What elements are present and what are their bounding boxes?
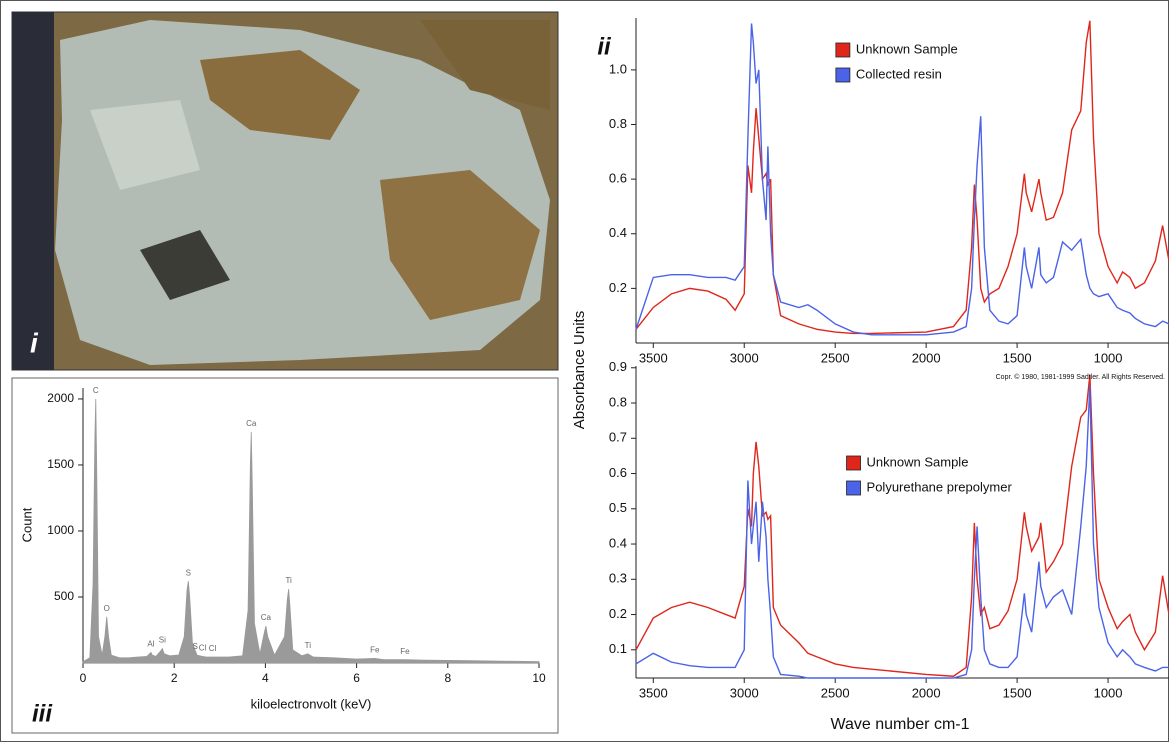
y-tick-label: 1.0 bbox=[609, 61, 627, 76]
y-tick-label: 0.4 bbox=[609, 535, 627, 550]
x-tick-label: 0 bbox=[80, 671, 87, 685]
peak-label: Cl bbox=[209, 644, 217, 653]
x-tick-label: 6 bbox=[353, 671, 360, 685]
x-tick-label: 2000 bbox=[912, 350, 941, 365]
copyright-note: Copr. © 1980, 1981-1999 Sadtler. All Rig… bbox=[996, 373, 1165, 381]
peak-label: O bbox=[104, 604, 110, 613]
y-tick-label: 0.4 bbox=[609, 225, 627, 240]
x-tick-label: 3000 bbox=[730, 350, 759, 365]
photo: i bbox=[12, 12, 558, 370]
legend-label: Polyurethane prepolymer bbox=[867, 479, 1013, 494]
legend-label: Unknown Sample bbox=[867, 454, 969, 469]
peak-label: Ti bbox=[285, 576, 292, 585]
y-axis-label: Count bbox=[19, 507, 34, 542]
y-tick-label: 0.6 bbox=[609, 465, 627, 480]
x-tick-label: 2000 bbox=[912, 685, 941, 700]
y-tick-label: 500 bbox=[54, 589, 74, 603]
panel-label: iii bbox=[32, 700, 53, 727]
peak-label: Ca bbox=[246, 419, 257, 428]
photo-edge bbox=[12, 12, 54, 370]
legend-swatch bbox=[836, 68, 850, 82]
figure: i 5001000150020000246810COAlSiSSClClCaCa… bbox=[0, 0, 1169, 742]
x-tick-label: 2 bbox=[171, 671, 178, 685]
panel-label: ii bbox=[597, 33, 612, 60]
peak-label: Fe bbox=[400, 647, 410, 656]
x-tick-label: 3500 bbox=[639, 685, 668, 700]
x-tick-label: 2500 bbox=[821, 350, 850, 365]
x-tick-label: 1000 bbox=[1094, 685, 1123, 700]
y-tick-label: 0.3 bbox=[609, 571, 627, 586]
legend-swatch bbox=[836, 43, 850, 57]
x-axis-label: Wave number cm-1 bbox=[831, 716, 970, 733]
y-tick-label: 0.7 bbox=[609, 430, 627, 445]
y-tick-label: 0.2 bbox=[609, 280, 627, 295]
y-tick-label: 0.2 bbox=[609, 606, 627, 621]
legend-swatch bbox=[847, 481, 861, 495]
x-tick-label: 10 bbox=[532, 671, 546, 685]
y-tick-label: 2000 bbox=[47, 391, 74, 405]
y-tick-label: 0.6 bbox=[609, 171, 627, 186]
y-tick-label: 1500 bbox=[47, 457, 74, 471]
x-tick-label: 3500 bbox=[639, 350, 668, 365]
x-tick-label: 1000 bbox=[1094, 350, 1123, 365]
peak-label: Fe bbox=[370, 645, 380, 654]
y-tick-label: 1000 bbox=[47, 523, 74, 537]
x-tick-label: 1500 bbox=[1003, 685, 1032, 700]
peak-label: S bbox=[186, 568, 191, 577]
x-axis-label: kiloelectronvolt (keV) bbox=[251, 696, 372, 711]
y-tick-label: 0.9 bbox=[609, 359, 627, 374]
peak-label: S bbox=[193, 642, 198, 651]
y-axis-label: Absorbance Units bbox=[571, 311, 588, 429]
y-tick-label: 0.8 bbox=[609, 116, 627, 131]
peak-label: C bbox=[93, 386, 99, 395]
x-tick-label: 8 bbox=[444, 671, 451, 685]
legend-swatch bbox=[847, 456, 861, 470]
x-tick-label: 2500 bbox=[821, 685, 850, 700]
x-tick-label: 3000 bbox=[730, 685, 759, 700]
x-tick-label: 4 bbox=[262, 671, 269, 685]
peak-label: Al bbox=[147, 640, 154, 649]
legend-label: Unknown Sample bbox=[856, 41, 958, 56]
panel-label: i bbox=[30, 327, 39, 358]
x-tick-label: 1500 bbox=[1003, 350, 1032, 365]
peak-label: Cl bbox=[199, 644, 207, 653]
y-tick-label: 0.8 bbox=[609, 394, 627, 409]
legend-label: Collected resin bbox=[856, 66, 942, 81]
y-tick-label: 0.1 bbox=[609, 641, 627, 656]
peak-label: Ti bbox=[305, 641, 312, 650]
peak-label: Si bbox=[159, 636, 166, 645]
y-tick-label: 0.5 bbox=[609, 500, 627, 515]
peak-label: Ca bbox=[261, 613, 272, 622]
